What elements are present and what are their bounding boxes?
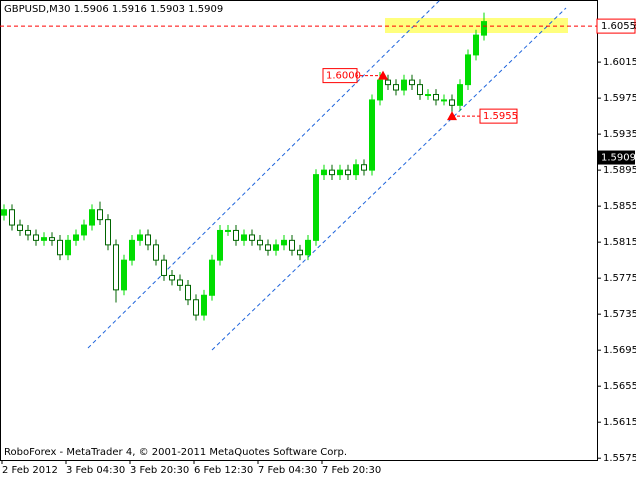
candle-body bbox=[145, 234, 151, 246]
x-tick-label: 3 Feb 04:30 bbox=[66, 465, 125, 476]
candle-body bbox=[401, 79, 407, 91]
candle-body bbox=[265, 244, 271, 251]
annotation-triangle bbox=[447, 111, 457, 121]
annotation-box bbox=[479, 108, 518, 124]
x-tick-label: 6 Feb 12:30 bbox=[194, 465, 253, 476]
candle-body bbox=[361, 164, 367, 171]
candle-body bbox=[233, 229, 239, 241]
y-tick-label: 1.5935 bbox=[603, 129, 636, 140]
candle-body bbox=[201, 294, 207, 316]
x-tick-label: 3 Feb 20:30 bbox=[130, 465, 189, 476]
candle-body bbox=[353, 164, 359, 176]
candle-body bbox=[369, 99, 375, 171]
candle-body bbox=[89, 209, 95, 226]
candle-body bbox=[33, 234, 39, 241]
candle-body bbox=[449, 99, 455, 106]
candle-body bbox=[409, 79, 415, 86]
candle-body bbox=[273, 244, 279, 251]
candle-body bbox=[257, 239, 263, 246]
candle-body bbox=[305, 239, 311, 256]
channel-line bbox=[87, 0, 441, 349]
candle-body bbox=[249, 234, 255, 241]
candle-body bbox=[281, 239, 287, 246]
candle-body bbox=[185, 284, 191, 301]
target-zone bbox=[385, 18, 568, 33]
x-tick-label: 7 Feb 20:30 bbox=[322, 465, 381, 476]
candle-body bbox=[161, 259, 167, 276]
candle-body bbox=[193, 299, 199, 316]
candle-body bbox=[425, 94, 431, 97]
chart-title: GBPUSD,M30 1.5906 1.5916 1.5903 1.5909 bbox=[4, 4, 223, 15]
candle-body bbox=[433, 94, 439, 101]
target-label-box bbox=[596, 18, 636, 34]
plot-frame bbox=[0, 0, 598, 461]
candle-body bbox=[209, 259, 215, 296]
candle-body bbox=[81, 224, 87, 236]
candle-body bbox=[313, 174, 319, 241]
candle-body bbox=[1, 209, 7, 216]
y-tick-label: 1.5735 bbox=[603, 309, 636, 320]
annotation-label: 1.5955 bbox=[483, 111, 518, 122]
candle-body bbox=[17, 224, 23, 231]
candle-body bbox=[65, 239, 71, 256]
candle-body bbox=[57, 239, 63, 256]
candle-body bbox=[441, 99, 447, 102]
candle-body bbox=[177, 279, 183, 286]
y-tick-label: 1.5655 bbox=[603, 381, 636, 392]
candle-body bbox=[169, 274, 175, 281]
candle-body bbox=[385, 79, 391, 86]
candle-body bbox=[345, 169, 351, 176]
annotation-box bbox=[322, 68, 358, 84]
candle-body bbox=[217, 229, 223, 261]
candle-body bbox=[241, 234, 247, 241]
annotation-triangle bbox=[378, 70, 388, 80]
candle-body bbox=[289, 239, 295, 251]
candle-body bbox=[337, 169, 343, 176]
candles bbox=[1, 12, 487, 321]
y-tick-label: 1.5775 bbox=[603, 273, 636, 284]
candle-body bbox=[137, 234, 143, 241]
y-tick-label: 1.5695 bbox=[603, 345, 636, 356]
candle-body bbox=[121, 259, 127, 291]
candle-body bbox=[73, 234, 79, 241]
y-tick-label: 1.5615 bbox=[603, 417, 636, 428]
candle-body bbox=[49, 237, 55, 241]
y-tick-label: 1.5855 bbox=[603, 201, 636, 212]
candle-body bbox=[393, 84, 399, 91]
annotation-label: 1.6000 bbox=[326, 71, 361, 82]
candle-body bbox=[457, 84, 463, 106]
y-tick-label: 1.5895 bbox=[603, 165, 636, 176]
candle-body bbox=[321, 169, 327, 176]
candle-body bbox=[113, 244, 119, 291]
candle-body bbox=[25, 229, 31, 236]
x-tick-label: 2 Feb 2012 bbox=[2, 465, 58, 476]
footer: RoboForex - MetaTrader 4, © 2001-2011 Me… bbox=[4, 447, 347, 458]
channel-line bbox=[211, 7, 567, 351]
candle-body bbox=[153, 244, 159, 261]
candle-body bbox=[9, 209, 15, 226]
current-price-label: 1.5909 bbox=[601, 153, 636, 164]
candle-body bbox=[41, 237, 47, 241]
y-tick-label: 1.5575 bbox=[603, 453, 636, 464]
candle-body bbox=[481, 21, 487, 36]
candle-body bbox=[297, 249, 303, 256]
candle-body bbox=[129, 239, 135, 261]
candle-body bbox=[377, 79, 383, 101]
candle-body bbox=[97, 209, 103, 221]
candle-body bbox=[105, 219, 111, 246]
current-price-box bbox=[597, 150, 635, 165]
candle-body bbox=[417, 84, 423, 96]
candle-body bbox=[329, 169, 335, 176]
x-tick-label: 7 Feb 04:30 bbox=[258, 465, 317, 476]
candle-body bbox=[465, 54, 471, 86]
candle-body bbox=[473, 34, 479, 56]
y-tick-label: 1.6015 bbox=[603, 57, 636, 68]
target-label: 1.6055 bbox=[601, 21, 636, 32]
candle-body bbox=[225, 229, 231, 232]
y-tick-label: 1.5975 bbox=[603, 93, 636, 104]
y-tick-label: 1.5815 bbox=[603, 237, 636, 248]
